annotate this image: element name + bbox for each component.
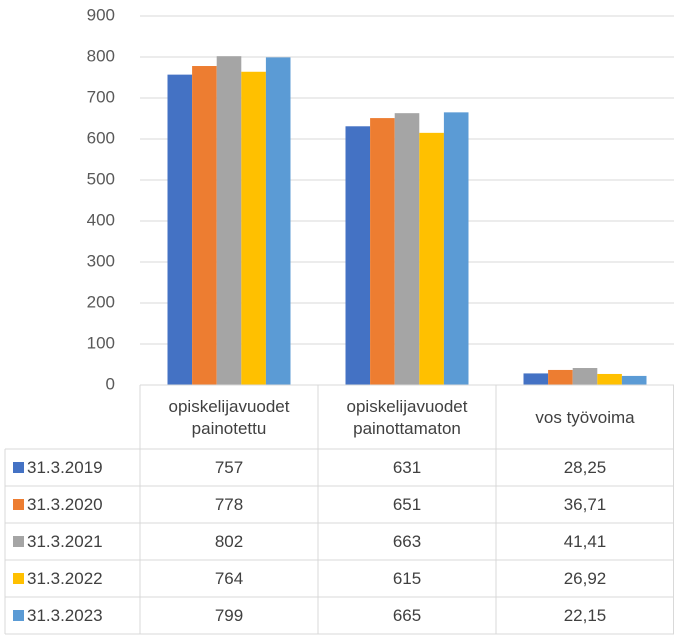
bar [621,375,647,385]
table-cell: 764 [214,568,244,588]
bar [419,132,444,385]
table-cell: 665 [392,605,422,625]
x-tick-label: opiskelijavuodet painottamaton [346,397,468,438]
table-cell: 631 [392,457,422,477]
bar [548,369,573,385]
y-tick-label: 0 [106,374,115,393]
y-tick-label: 400 [87,210,115,229]
table-cell: 22,15 [563,605,607,625]
legend-label: 31.3.2020 [27,494,103,514]
bar [394,113,420,386]
bar [523,373,549,385]
legend-key [13,610,24,621]
bar [265,57,291,385]
table-cell: 651 [392,494,422,514]
y-tick-label: 800 [87,46,115,65]
legend-label: 31.3.2021 [27,531,103,551]
bar [370,118,395,385]
x-tick-label: vos työvoima [535,408,635,427]
table-cell: 615 [392,568,422,588]
bar [167,74,193,385]
legend-entry: 31.3.2022 [5,560,140,597]
legend-key [13,573,24,584]
y-tick-label: 700 [87,87,115,106]
bar [192,66,217,386]
y-tick-label: 500 [87,169,115,188]
legend-entry: 31.3.2023 [5,597,140,634]
bar [216,56,242,386]
legend-label: 31.3.2019 [27,457,103,477]
legend-label: 31.3.2022 [27,568,103,588]
legend-key [13,536,24,547]
table-cell: 663 [392,531,422,551]
table-cell: 41,41 [563,531,607,551]
legend-entry: 31.3.2021 [5,523,140,560]
legend-key [13,499,24,510]
bar [597,373,622,385]
bar [443,112,469,385]
x-tick-label: opiskelijavuodet painotettu [168,397,290,438]
legend-entry: 31.3.2020 [5,486,140,523]
table-cell: 778 [214,494,244,514]
table-cell: 802 [214,531,244,551]
table-cell: 799 [214,605,244,625]
table-cell: 36,71 [563,494,607,514]
bar [241,71,266,385]
bar [345,126,371,385]
y-tick-label: 900 [87,5,115,24]
table-cell: 28,25 [563,457,607,477]
legend-key [13,462,24,473]
y-tick-label: 100 [87,333,115,352]
y-tick-label: 300 [87,251,115,270]
table-cell: 757 [214,457,244,477]
legend-label: 31.3.2023 [27,605,103,625]
table-cell: 26,92 [563,568,607,588]
bar [572,368,598,385]
y-tick-label: 600 [87,128,115,147]
y-tick-label: 200 [87,292,115,311]
legend-entry: 31.3.2019 [5,449,140,486]
